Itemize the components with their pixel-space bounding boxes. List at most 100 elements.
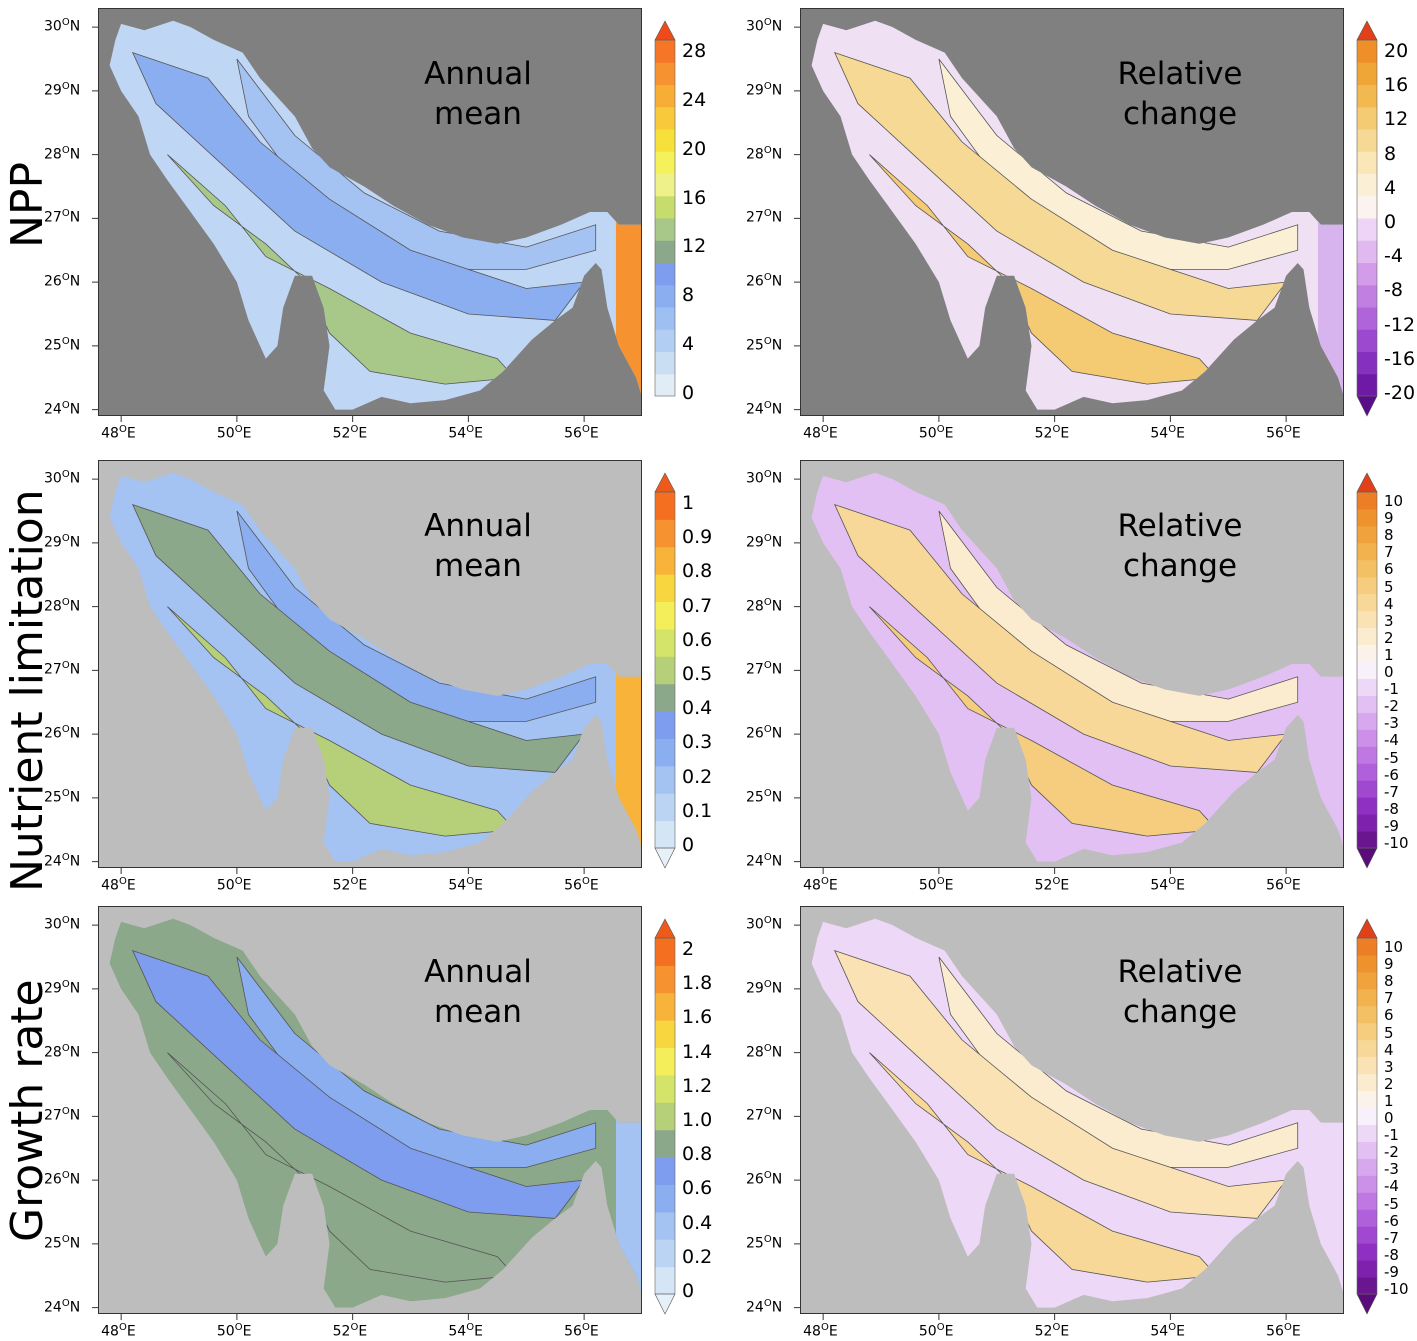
colorbar-swatch bbox=[1357, 40, 1377, 63]
colorbar-swatch bbox=[1357, 508, 1377, 527]
colorbar-swatch bbox=[1357, 763, 1377, 781]
colorbar-swatch bbox=[1357, 129, 1377, 152]
map-nut-mean bbox=[92, 460, 643, 874]
colorbar-swatch bbox=[1357, 1039, 1377, 1058]
colorbar-tick-label: 7 bbox=[1384, 543, 1394, 562]
colorbar-tick-label: 20 bbox=[1384, 40, 1409, 62]
colorbar-swatch bbox=[655, 546, 675, 575]
lat-tick-label: 26ON bbox=[44, 1170, 81, 1188]
field-band bbox=[131, 949, 585, 1219]
colorbar-tick-label: 12 bbox=[682, 235, 707, 258]
colorbar-swatch bbox=[1357, 218, 1377, 241]
map-frame bbox=[98, 906, 642, 1314]
colorbar-tick-label: 0 bbox=[682, 834, 695, 856]
lat-tick-label: 30ON bbox=[746, 915, 783, 933]
colorbar-border bbox=[1356, 491, 1378, 849]
colorbar-swatch bbox=[1357, 84, 1377, 108]
colorbar-nut-change bbox=[1356, 472, 1378, 869]
map-panel-growth-mean bbox=[92, 906, 643, 1320]
colorbar-npp-change bbox=[1356, 20, 1378, 417]
lat-tick-label: 26ON bbox=[746, 1170, 783, 1188]
lon-tick-label: 52OE bbox=[332, 1322, 368, 1340]
colorbar-border bbox=[1356, 39, 1378, 397]
colorbar-tick-label: 0.4 bbox=[682, 1211, 713, 1234]
colorbar-swatch bbox=[1357, 1073, 1377, 1092]
colorbar-swatch bbox=[655, 738, 675, 767]
lat-tick-label: 27ON bbox=[44, 660, 81, 679]
map-frame bbox=[800, 460, 1344, 868]
lon-tick-label: 56OE bbox=[564, 876, 599, 894]
lat-tick-label: 24ON bbox=[746, 1297, 783, 1316]
colorbar-tick-label: -8 bbox=[1384, 279, 1403, 302]
colorbar-swatch bbox=[655, 1266, 675, 1295]
lon-tick-label: 54OE bbox=[448, 1322, 483, 1340]
colorbar-swatch bbox=[655, 992, 675, 1021]
colorbar-swatch bbox=[1357, 971, 1377, 990]
colorbar-swatch bbox=[655, 765, 675, 794]
lon-tick-label: 56OE bbox=[564, 1322, 599, 1340]
colorbar-tick-label: 1.6 bbox=[682, 1006, 713, 1029]
lon-tick-label: 48OE bbox=[803, 1322, 838, 1340]
lat-tick-label: 27ON bbox=[44, 1106, 81, 1125]
colorbar-swatch bbox=[1357, 1124, 1377, 1142]
lat-tick-label: 27ON bbox=[746, 1106, 783, 1125]
lon-tick-label: 48OE bbox=[803, 876, 838, 894]
colorbar-tick-label: 0 bbox=[682, 382, 695, 404]
colorbar-tick-label: 7 bbox=[1384, 989, 1394, 1008]
lat-tick-label: 29ON bbox=[746, 532, 783, 551]
lon-tick-label: 56OE bbox=[1266, 876, 1301, 894]
colorbar-swatch bbox=[1357, 542, 1377, 561]
panel-title-line: mean bbox=[434, 994, 522, 1030]
colorbar-swatch bbox=[655, 1047, 675, 1076]
colorbar-swatch bbox=[655, 965, 675, 994]
lon-tick-label: 50OE bbox=[918, 424, 954, 442]
colorbar-tick-label: -4 bbox=[1384, 731, 1399, 750]
lat-tick-label: 24ON bbox=[44, 851, 81, 870]
colorbar-tick-label: 0 bbox=[1384, 1109, 1394, 1127]
colorbar-tick-label: 8 bbox=[682, 284, 695, 307]
lat-tick-label: 30ON bbox=[44, 469, 81, 487]
panel-title-growth-change: Relative change bbox=[1100, 952, 1260, 1032]
lon-tick-label: 54OE bbox=[448, 424, 483, 442]
colorbar-tick-label: 8 bbox=[1384, 526, 1394, 545]
colorbar-swatch bbox=[655, 1184, 675, 1213]
colorbar-swatch bbox=[655, 1074, 675, 1103]
colorbar-swatch bbox=[655, 195, 675, 219]
field-band bbox=[869, 606, 1218, 837]
colorbar-tick-label: 4 bbox=[1384, 176, 1397, 199]
lat-tick-label: 29ON bbox=[44, 80, 81, 99]
colorbar-min-arrow bbox=[1356, 1293, 1378, 1315]
colorbar-swatch bbox=[1357, 661, 1377, 679]
lat-tick-label: 25ON bbox=[44, 787, 81, 806]
panel-title-line: mean bbox=[434, 96, 522, 132]
lat-tick-label: 26ON bbox=[746, 272, 783, 290]
colorbar-tick-label: 24 bbox=[682, 88, 707, 111]
colorbar-swatch bbox=[655, 601, 675, 630]
lon-tick-label: 52OE bbox=[332, 876, 368, 894]
row-label-npp: NPP bbox=[2, 162, 53, 248]
colorbar-swatch bbox=[655, 262, 675, 286]
colorbar-tick-label: 10 bbox=[1384, 938, 1404, 956]
lat-tick-label: 27ON bbox=[746, 208, 783, 227]
colorbar-swatch bbox=[1357, 627, 1377, 646]
colorbar-swatch bbox=[655, 151, 675, 174]
colorbar-max-arrow bbox=[654, 20, 676, 41]
lat-tick-label: 29ON bbox=[44, 532, 81, 551]
colorbar-swatch bbox=[655, 329, 675, 352]
colorbar-max-arrow bbox=[1356, 20, 1378, 41]
colorbar-swatch bbox=[1357, 1090, 1377, 1109]
colorbar-tick-label: 1 bbox=[682, 492, 695, 514]
colorbar-tick-label: 0.2 bbox=[682, 765, 713, 788]
colorbar-swatch bbox=[1357, 695, 1377, 713]
panel-title-growth-mean: Annual mean bbox=[398, 952, 558, 1032]
map-frame bbox=[800, 906, 1344, 1314]
colorbar-tick-label: 9 bbox=[1384, 509, 1394, 528]
lon-tick-label: 52OE bbox=[1034, 876, 1070, 894]
colorbar-tick-label: 0.4 bbox=[682, 697, 713, 720]
map-panel-nut-mean bbox=[92, 460, 643, 874]
lon-tick-label: 52OE bbox=[1034, 424, 1070, 442]
field-band bbox=[833, 51, 1287, 321]
colorbar-tick-label: 10 bbox=[1384, 492, 1404, 510]
colorbar-swatch bbox=[1357, 1141, 1377, 1159]
colorbar-tick-label: -8 bbox=[1384, 799, 1399, 818]
